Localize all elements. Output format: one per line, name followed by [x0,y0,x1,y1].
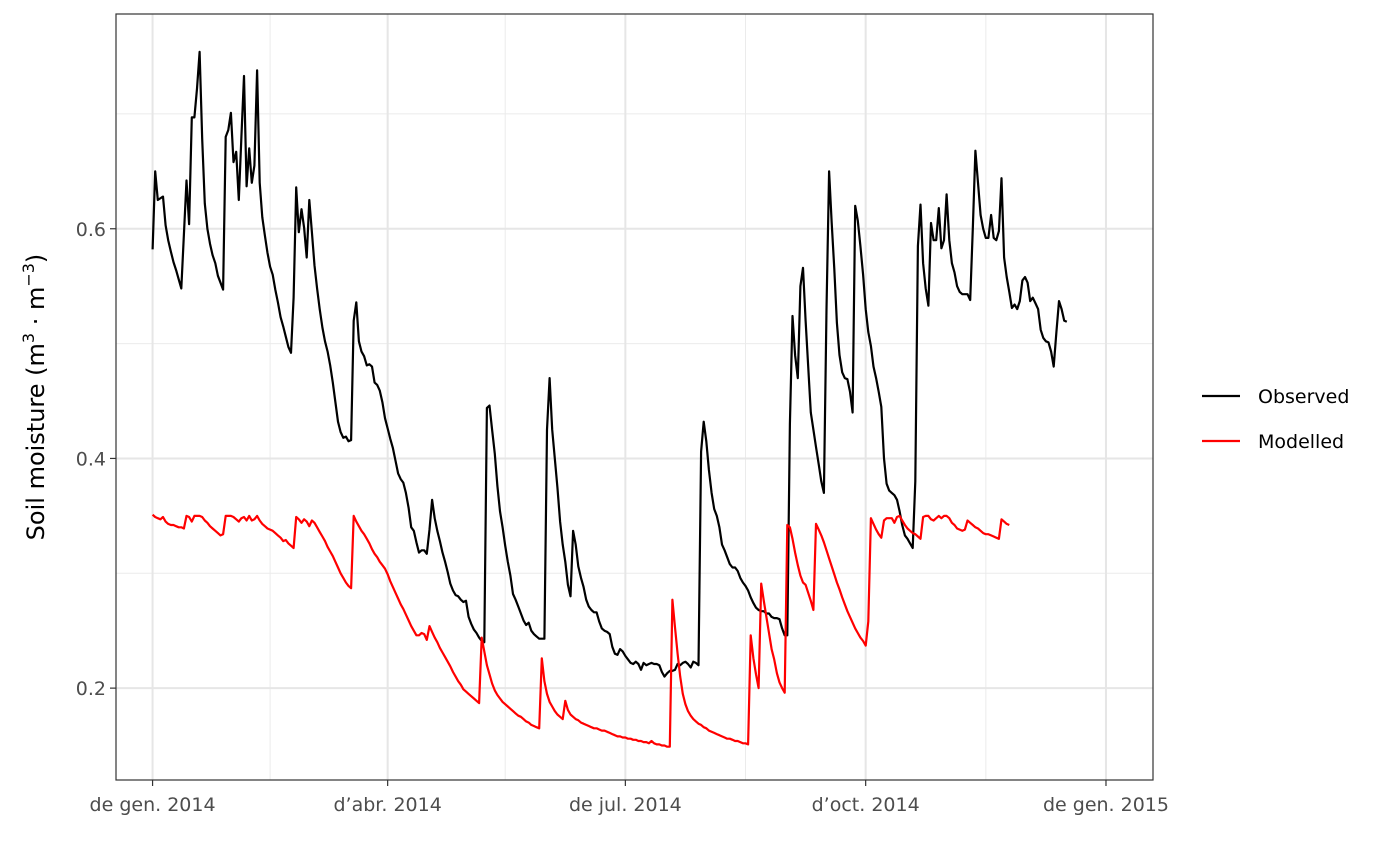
y-axis-title-exponent-2: −3 [19,263,38,287]
y-tick-label-0: 0.2 [76,678,106,700]
legend: Observed Modelled [1202,386,1349,453]
axis-ticks [110,228,1107,786]
major-gridlines [116,14,1153,780]
x-tick-label-1: d’abr. 2014 [334,794,442,816]
y-tick-label-2: 0.6 [76,219,106,241]
legend-label-observed: Observed [1258,386,1349,408]
x-axis-tick-labels: de gen. 2014 d’abr. 2014 de jul. 2014 d’oct… [90,794,1169,816]
x-tick-label-2: de jul. 2014 [569,794,682,816]
y-axis-title-middle: · m [22,287,50,333]
y-axis-title-main: Soil moisture (m [22,343,50,540]
y-axis-title-close: ) [22,254,50,263]
y-axis-title: Soil moisture (m3 · m−3) [19,254,50,541]
series-line-modelled [151,513,1010,748]
series-line-observed [151,50,1068,678]
minor-gridlines [116,14,1153,780]
y-axis-tick-labels: 0.2 0.4 0.6 [76,219,106,700]
y-axis-title-exponent-1: 3 [19,333,38,343]
x-tick-label-3: d’oct. 2014 [812,794,920,816]
x-tick-label-0: de gen. 2014 [90,794,216,816]
legend-label-modelled: Modelled [1258,431,1344,453]
plot-border [115,13,1154,781]
plot-panel [116,14,1153,780]
y-tick-label-1: 0.4 [76,448,106,470]
series-lines [151,50,1068,748]
x-tick-label-4: de gen. 2015 [1043,794,1169,816]
